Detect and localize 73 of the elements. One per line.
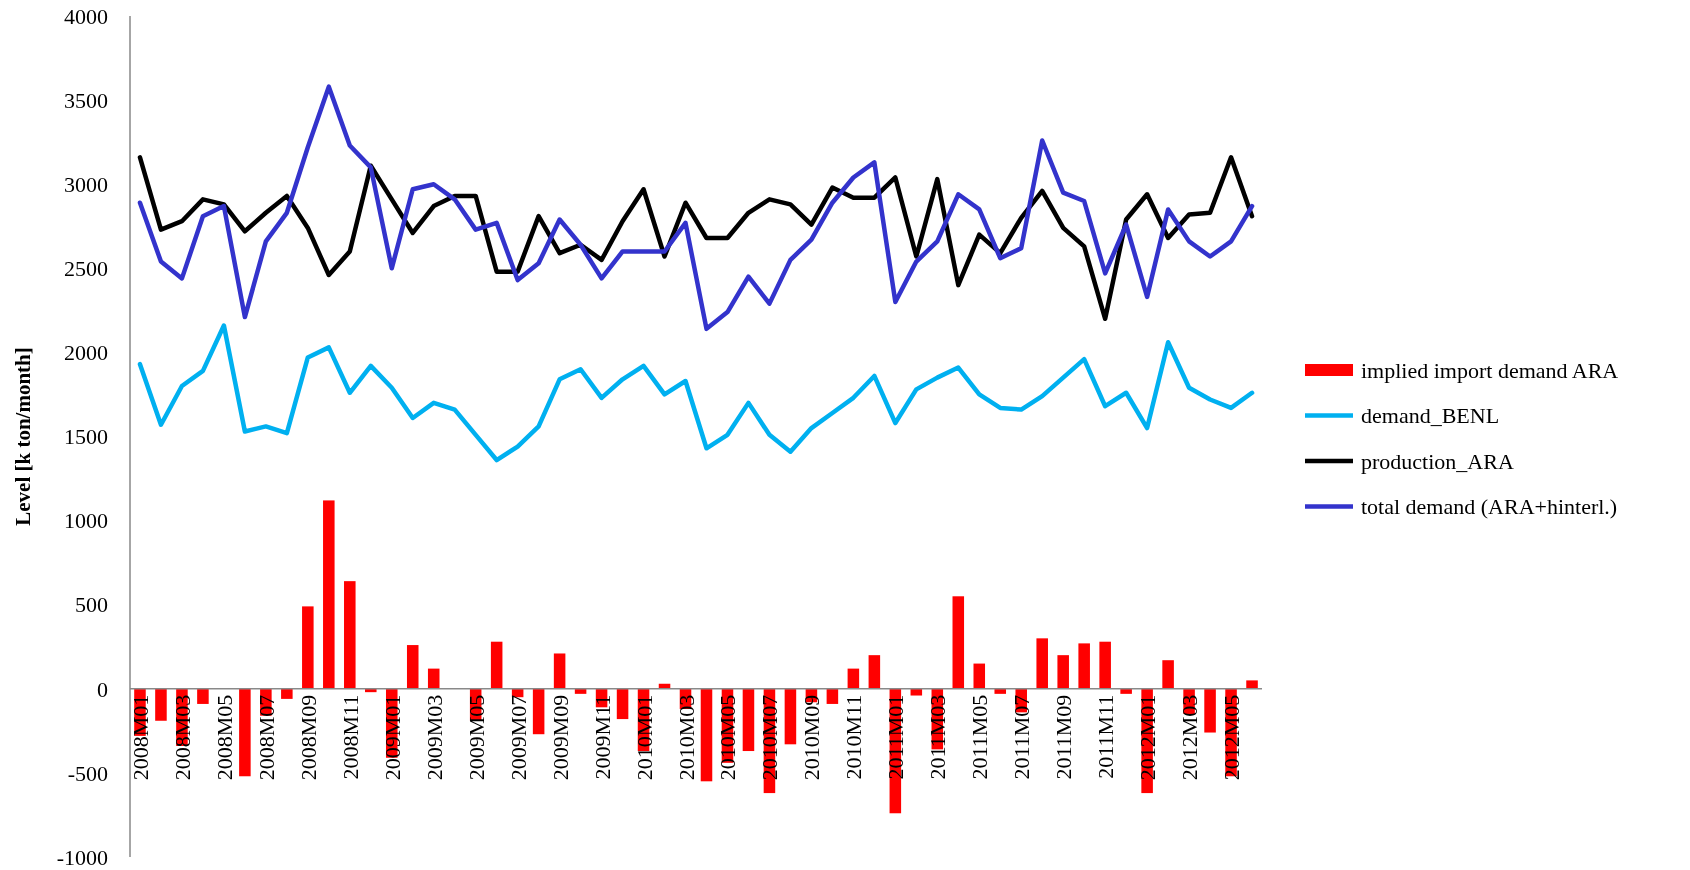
legend-label: demand_BENL xyxy=(1361,403,1500,429)
x-tick-label: 2008M09 xyxy=(295,694,321,781)
bar xyxy=(239,688,251,777)
x-tick-label: 2011M07 xyxy=(1009,694,1035,780)
x-tick-label: 2008M07 xyxy=(253,694,279,781)
bar xyxy=(302,606,314,689)
y-tick-label: 1500 xyxy=(64,424,108,450)
line-series xyxy=(137,84,1255,332)
bar xyxy=(952,596,965,689)
legend-label: implied import demand ARA xyxy=(1361,357,1619,383)
x-tick-label: 2009M01 xyxy=(379,694,405,781)
bar xyxy=(1057,655,1069,689)
line-series xyxy=(137,155,1255,322)
x-tick-label: 2010M03 xyxy=(673,694,699,781)
y-tick-label: 2500 xyxy=(64,256,108,281)
bar xyxy=(344,581,356,689)
bar xyxy=(847,668,860,689)
bar xyxy=(1078,643,1090,689)
x-tick-label: 2009M05 xyxy=(463,694,489,781)
bar xyxy=(868,655,881,689)
x-tick-label: 2010M07 xyxy=(757,694,783,781)
bar xyxy=(281,688,293,699)
bar xyxy=(427,668,440,689)
bar xyxy=(532,688,545,735)
y-tick-label: 2000 xyxy=(64,340,108,366)
y-tick-label: 3500 xyxy=(64,87,108,113)
x-tick-label: 2012M03 xyxy=(1177,694,1203,781)
bar xyxy=(406,645,419,689)
y-tick-label: -1000 xyxy=(56,844,108,870)
x-tick-label: 2010M11 xyxy=(841,694,867,780)
x-tick-label: 2009M09 xyxy=(547,694,573,781)
bar xyxy=(490,641,503,689)
legend-label: production_ARA xyxy=(1361,448,1514,474)
x-tick-label: 2012M05 xyxy=(1219,694,1245,781)
x-tick-label: 2008M03 xyxy=(169,694,195,781)
x-tick-label: 2012M01 xyxy=(1135,694,1161,781)
bar xyxy=(197,688,209,704)
x-tick-label: 2010M01 xyxy=(631,694,657,781)
x-tick-label: 2009M03 xyxy=(421,694,447,781)
legend-label: total demand (ARA+hinterl.) xyxy=(1361,494,1618,520)
bar xyxy=(1036,638,1048,689)
y-tick-label: 3000 xyxy=(64,171,108,197)
bar xyxy=(553,653,566,689)
bar xyxy=(1099,641,1111,689)
bar xyxy=(616,688,629,720)
x-tick-label: 2008M11 xyxy=(337,694,363,780)
bar xyxy=(1204,688,1216,733)
bar xyxy=(973,663,986,689)
x-tick-label: 2008M01 xyxy=(127,694,153,781)
x-tick-label: 2009M07 xyxy=(505,694,531,781)
x-tick-label: 2011M05 xyxy=(967,694,993,780)
bar xyxy=(1162,660,1174,689)
y-tick-label: -500 xyxy=(67,760,108,786)
y-tick-label: 4000 xyxy=(64,3,108,29)
x-tick-label: 2009M11 xyxy=(589,694,615,780)
y-axis-title: Level [k ton/month] xyxy=(11,347,35,526)
bar xyxy=(742,688,755,752)
y-tick-label: 0 xyxy=(97,676,108,702)
bar xyxy=(1246,680,1258,689)
x-tick-label: 2010M09 xyxy=(799,694,825,781)
x-tick-label: 2011M11 xyxy=(1093,694,1119,779)
x-tick-label: 2008M05 xyxy=(211,694,237,781)
x-tick-label: 2011M01 xyxy=(883,694,909,780)
bar xyxy=(323,500,335,689)
y-tick-label: 1000 xyxy=(64,508,108,534)
y-tick-label: 500 xyxy=(75,592,108,618)
bar xyxy=(784,688,797,745)
x-tick-label: 2011M09 xyxy=(1051,694,1077,780)
bar xyxy=(155,688,167,721)
bar xyxy=(700,688,713,782)
line-series xyxy=(137,323,1255,463)
x-tick-label: 2011M03 xyxy=(925,694,951,780)
x-tick-label: 2010M05 xyxy=(715,694,741,781)
